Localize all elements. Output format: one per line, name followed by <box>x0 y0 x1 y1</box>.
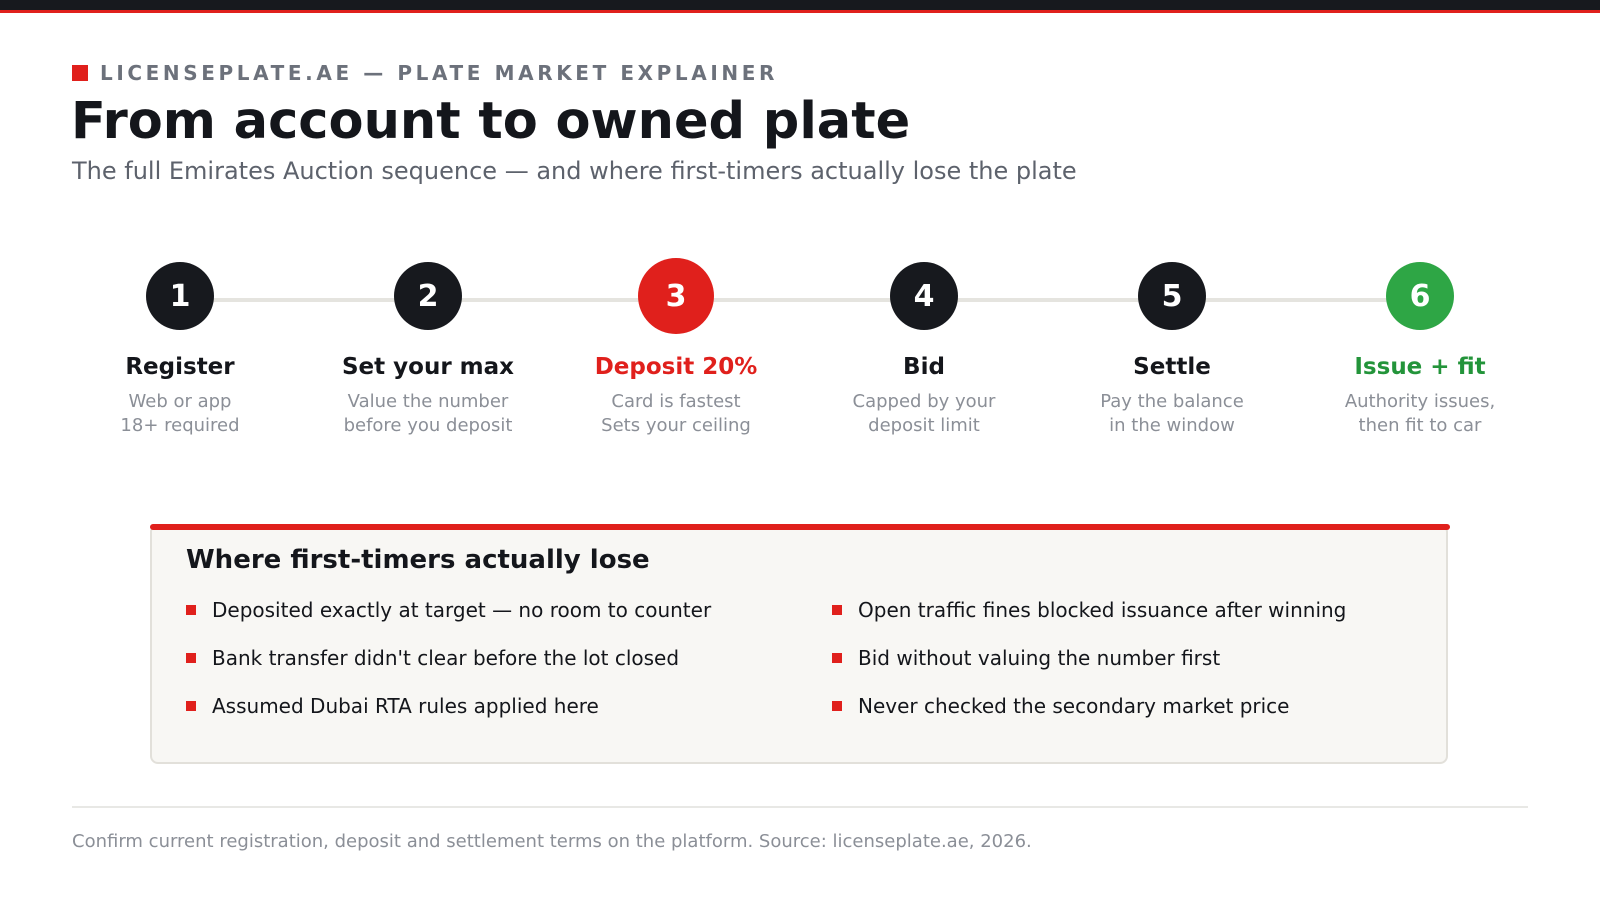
pitfalls-title: Where first-timers actually lose <box>186 545 650 575</box>
footer-divider <box>72 806 1528 808</box>
step-number-badge: 3 <box>638 258 714 334</box>
step-description-line: before you deposit <box>343 415 513 436</box>
step-description-line: Sets your ceiling <box>601 415 751 436</box>
footnote: Confirm current registration, deposit an… <box>72 831 1032 852</box>
step-deposit: 3 Deposit 20% Card is fastest Sets your … <box>556 258 796 438</box>
top-bar-accent <box>0 10 1600 13</box>
page-subtitle: The full Emirates Auction sequence — and… <box>72 157 1077 185</box>
bullet-square-icon <box>186 653 196 663</box>
pitfalls-panel: Where first-timers actually lose Deposit… <box>150 524 1448 764</box>
step-description-line: Authority issues, <box>1344 391 1496 412</box>
step-description-line: Web or app <box>128 391 232 412</box>
step-number-badge: 5 <box>1138 262 1206 330</box>
step-number-badge: 2 <box>394 262 462 330</box>
top-bar <box>0 0 1600 10</box>
pitfall-item: Assumed Dubai RTA rules applied here <box>186 693 599 719</box>
step-description-line: Value the number <box>347 391 509 412</box>
step-description-line: then fit to car <box>1358 415 1482 436</box>
step-description-line: 18+ required <box>120 415 240 436</box>
step-title: Deposit 20% <box>594 354 758 380</box>
step-description-line: Pay the balance <box>1100 391 1244 412</box>
timeline-connector <box>180 298 1420 302</box>
pitfall-item: Never checked the secondary market price <box>832 693 1289 719</box>
eyebrow-text: LICENSEPLATE.AE — PLATE MARKET EXPLAINER <box>100 61 778 85</box>
step-settle: 5 Settle Pay the balance in the window <box>1052 262 1292 438</box>
pitfall-text: Deposited exactly at target — no room to… <box>212 598 712 622</box>
pitfall-text: Bid without valuing the number first <box>858 646 1221 670</box>
step-title: Set your max <box>341 354 514 380</box>
step-description-line: Card is fastest <box>611 391 741 412</box>
pitfall-text: Bank transfer didn't clear before the lo… <box>212 646 680 670</box>
step-bid: 4 Bid Capped by your deposit limit <box>804 262 1044 438</box>
step-set-your-max: 2 Set your max Value the number before y… <box>308 262 548 438</box>
pitfall-item: Deposited exactly at target — no room to… <box>186 597 711 623</box>
pitfalls-panel-accent-bar <box>150 524 1450 530</box>
page-title: From account to owned plate <box>71 92 911 151</box>
pitfall-text: Open traffic fines blocked issuance afte… <box>858 598 1347 622</box>
pitfall-item: Open traffic fines blocked issuance afte… <box>832 597 1346 623</box>
bullet-square-icon <box>186 605 196 615</box>
step-number-badge: 4 <box>890 262 958 330</box>
eyebrow: LICENSEPLATE.AE — PLATE MARKET EXPLAINER <box>72 63 778 83</box>
step-title: Settle <box>1133 354 1211 380</box>
pitfall-item: Bank transfer didn't clear before the lo… <box>186 645 679 671</box>
bullet-square-icon <box>832 653 842 663</box>
step-issue-fit: 6 Issue + fit Authority issues, then fit… <box>1300 262 1540 438</box>
bullet-square-icon <box>832 605 842 615</box>
step-register: 1 Register Web or app 18+ required <box>60 262 300 438</box>
pitfall-text: Assumed Dubai RTA rules applied here <box>212 694 599 718</box>
bullet-square-icon <box>186 701 196 711</box>
step-number-badge: 1 <box>146 262 214 330</box>
bullet-square-icon <box>832 701 842 711</box>
step-description-line: deposit limit <box>868 415 980 436</box>
step-description-line: Capped by your <box>852 391 996 412</box>
step-title: Bid <box>903 354 945 380</box>
step-title: Issue + fit <box>1354 354 1486 380</box>
pitfall-text: Never checked the secondary market price <box>858 694 1290 718</box>
pitfall-item: Bid without valuing the number first <box>832 645 1220 671</box>
step-title: Register <box>125 354 235 380</box>
step-number-badge: 6 <box>1386 262 1454 330</box>
step-description-line: in the window <box>1109 415 1235 436</box>
brand-square-icon <box>72 65 88 81</box>
